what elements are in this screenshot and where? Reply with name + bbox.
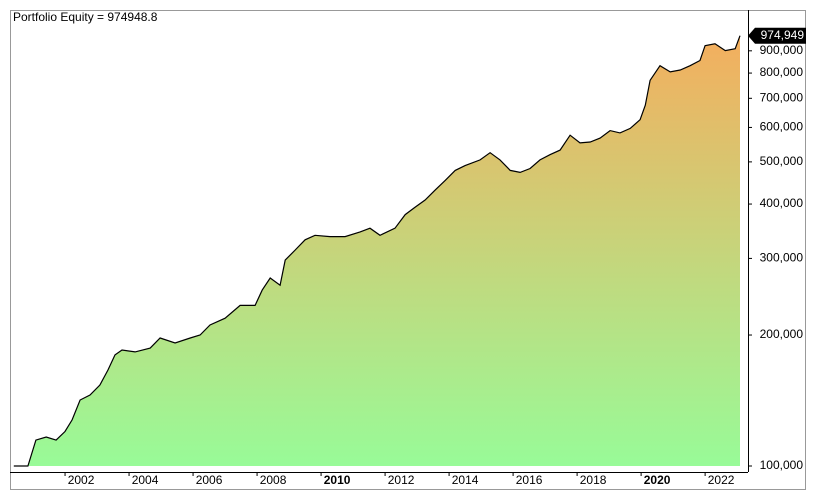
x-tick-label: 2002 <box>68 473 95 487</box>
y-tick-label: 900,000 <box>760 43 804 57</box>
x-tick-label: 2004 <box>132 473 159 487</box>
y-tick-label: 500,000 <box>760 154 804 168</box>
x-tick-label: 2014 <box>452 473 479 487</box>
x-tick-label: 2010 <box>324 473 351 487</box>
equity-area <box>13 35 741 466</box>
frame <box>10 10 806 490</box>
x-tick-label: 2018 <box>580 473 607 487</box>
equity-line <box>13 35 741 467</box>
y-tick-label: 800,000 <box>760 65 804 79</box>
x-tick-label: 2006 <box>196 473 223 487</box>
x-tick-label: 2012 <box>388 473 415 487</box>
last-value-tag <box>748 27 806 44</box>
y-tick-label: 400,000 <box>760 196 804 210</box>
x-tick-label: 2020 <box>644 473 671 487</box>
y-tick-label: 200,000 <box>760 327 804 341</box>
y-tick-label: 600,000 <box>760 120 804 134</box>
chart-title: Portfolio Equity = 974948.8 <box>13 10 158 24</box>
x-tick-label: 2008 <box>260 473 287 487</box>
y-tick-label: 700,000 <box>760 90 804 104</box>
x-tick-label: 2016 <box>516 473 543 487</box>
last-value-label: 974,949 <box>761 28 805 42</box>
x-tick-label: 2022 <box>708 473 735 487</box>
y-tick-label: 100,000 <box>760 458 804 472</box>
y-tick-label: 300,000 <box>760 251 804 265</box>
